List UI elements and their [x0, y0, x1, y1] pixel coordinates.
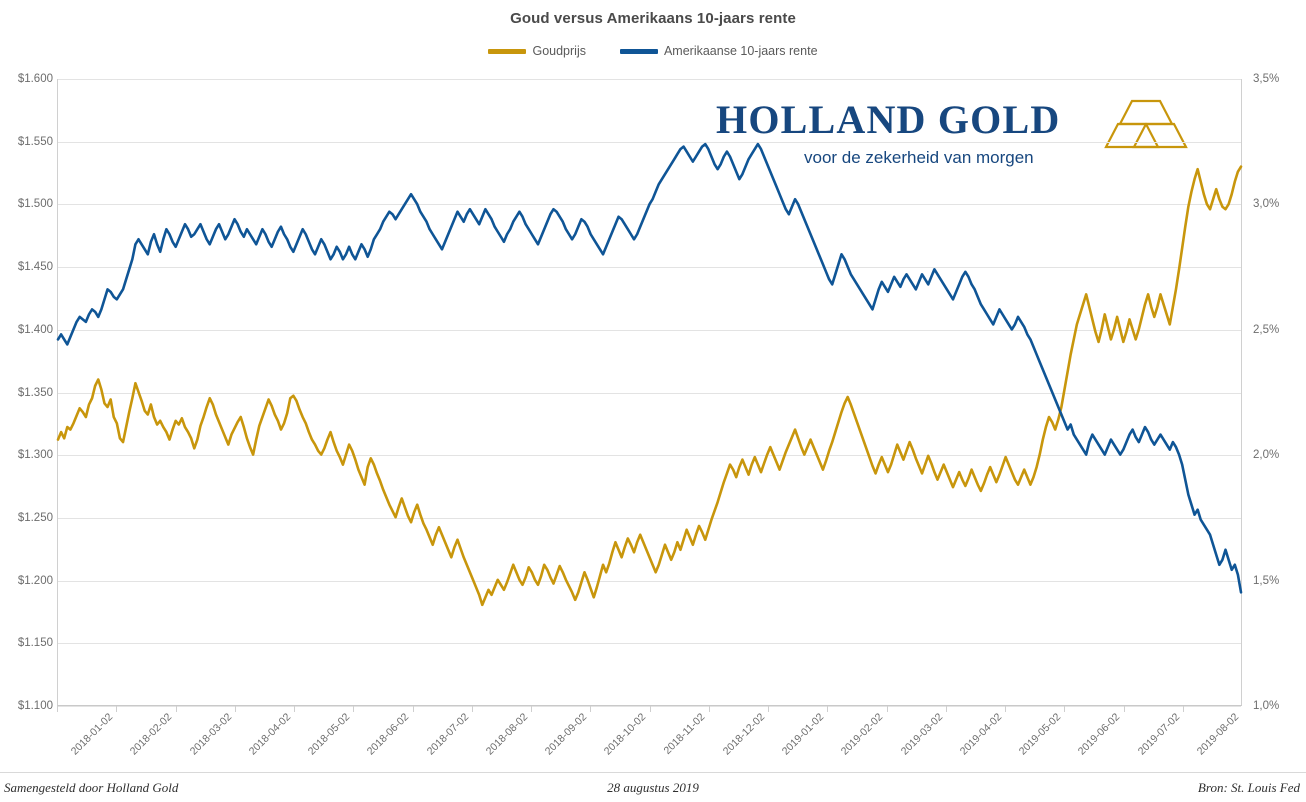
- y-axis-left-tick: $1.400: [17, 323, 53, 336]
- y-axis-left-tick: $1.350: [17, 386, 53, 399]
- y-axis-right-tick: 2,0%: [1253, 449, 1280, 462]
- x-axis-tick: [234, 706, 236, 712]
- x-axis-tick-label: 2018-04-02: [246, 711, 293, 758]
- x-axis-tick: [590, 706, 592, 712]
- y-axis-left-tick: $1.150: [17, 637, 53, 650]
- gridline: [58, 455, 1241, 457]
- x-axis-tick-label: 2018-01-02: [68, 711, 116, 758]
- x-axis-tick: [768, 706, 769, 712]
- y-axis-right-tick: 2,5%: [1253, 323, 1280, 336]
- x-axis-tick: [649, 706, 651, 712]
- legend-item-gold[interactable]: Goudprijs: [488, 44, 586, 58]
- gridline: [58, 141, 1241, 143]
- x-axis-tick-label: 2018-02-02: [127, 711, 175, 758]
- x-axis-tick-label: 2018-09-02: [542, 711, 590, 758]
- x-axis-tick: [294, 706, 295, 712]
- x-axis-tick-label: 2018-07-02: [424, 711, 471, 758]
- logo-wordmark: HOLLAND GOLD: [716, 97, 1061, 142]
- x-axis-tick: [1064, 706, 1066, 712]
- gold-bars-icon: [1104, 99, 1188, 149]
- x-axis-tick: [353, 706, 355, 712]
- gridline: [58, 329, 1241, 331]
- y-axis-right-tick: 3,5%: [1253, 73, 1280, 85]
- x-axis-tick: [708, 706, 710, 712]
- x-axis-tick-label: 2019-01-02: [779, 711, 827, 758]
- y-axis-left-tick: $1.200: [17, 574, 53, 587]
- x-axis-tick-label: 2019-06-02: [1075, 711, 1123, 758]
- series-line-us10y: [58, 144, 1241, 592]
- x-axis-tick: [412, 706, 414, 712]
- y-axis-left-tick: $1.250: [17, 511, 53, 524]
- x-axis-tick-label: 2019-08-02: [1194, 711, 1241, 758]
- legend-swatch-us10y: [619, 48, 658, 54]
- x-axis-tick-label: 2019-04-02: [957, 711, 1004, 758]
- holland-gold-logo: HOLLAND GOLD voor de zekerheid van morge…: [716, 97, 1188, 172]
- x-axis-tick: [1182, 706, 1184, 712]
- x-axis-tick-label: 2018-05-02: [305, 711, 353, 758]
- x-axis-tick: [116, 706, 118, 712]
- x-axis-tick: [175, 706, 177, 712]
- x-axis-tick: [1005, 706, 1006, 712]
- footer-date: 28 augustus 2019: [607, 780, 699, 795]
- chart-legend: Goudprijs Amerikaanse 10-jaars rente: [0, 44, 1306, 58]
- y-axis-left-tick: $1.500: [17, 198, 53, 211]
- footer-credit: Samengesteld door Holland Gold: [4, 780, 179, 795]
- legend-label-us10y: Amerikaanse 10-jaars rente: [663, 44, 818, 58]
- y-axis-left-tick: $1.300: [17, 449, 53, 462]
- legend-label-gold: Goudprijs: [532, 44, 586, 58]
- x-axis-tick: [827, 706, 829, 712]
- footer: Samengesteld door Holland Gold 28 august…: [0, 772, 1306, 802]
- logo-tagline: voor de zekerheid van morgen: [804, 148, 1034, 167]
- x-axis-tick-label: 2019-07-02: [1135, 711, 1182, 758]
- gridline: [58, 517, 1241, 519]
- x-axis-tick-label: 2018-11-02: [661, 711, 707, 757]
- series-paths: [58, 79, 1241, 705]
- plot-area: [57, 79, 1242, 707]
- gridline: [58, 267, 1241, 269]
- x-axis-tick-label: 2019-02-02: [838, 711, 886, 758]
- gridline: [58, 643, 1241, 645]
- y-axis-left-tick: $1.600: [17, 73, 53, 85]
- x-axis-tick: [886, 706, 888, 712]
- x-axis-tick-label: 2018-08-02: [483, 711, 530, 758]
- footer-source: Bron: St. Louis Fed: [1197, 780, 1300, 795]
- x-axis-tick: [945, 706, 947, 712]
- y-axis-right-tick: 1,5%: [1253, 574, 1280, 587]
- y-axis-right-tick: 1,0%: [1253, 700, 1280, 712]
- legend-swatch-gold: [488, 48, 527, 54]
- x-axis-tick: [471, 706, 473, 712]
- legend-item-us10y[interactable]: Amerikaanse 10-jaars rente: [619, 44, 818, 58]
- x-axis-tick-label: 2018-06-02: [364, 711, 412, 758]
- gridline: [58, 79, 1241, 80]
- gridline: [58, 580, 1241, 582]
- x-axis-tick: [57, 706, 58, 712]
- page-title: Goud versus Amerikaans 10-jaars rente: [510, 10, 796, 27]
- x-axis-tick: [1123, 706, 1125, 712]
- gridline: [58, 392, 1241, 394]
- x-axis-tick-label: 2018-10-02: [601, 711, 649, 758]
- x-axis-tick-label: 2019-03-02: [898, 711, 945, 758]
- series-line-gold: [58, 167, 1241, 605]
- x-axis-tick-label: 2019-05-02: [1016, 711, 1064, 758]
- y-axis-left-tick: $1.550: [17, 135, 53, 148]
- y-axis-right-tick: 3,0%: [1253, 198, 1280, 211]
- x-axis-tick-label: 2018-12-02: [720, 711, 767, 758]
- y-axis-left-tick: $1.100: [17, 700, 53, 712]
- y-axis-left-tick: $1.450: [17, 261, 53, 274]
- x-axis-tick: [531, 706, 532, 712]
- x-axis-tick-label: 2018-03-02: [187, 711, 234, 758]
